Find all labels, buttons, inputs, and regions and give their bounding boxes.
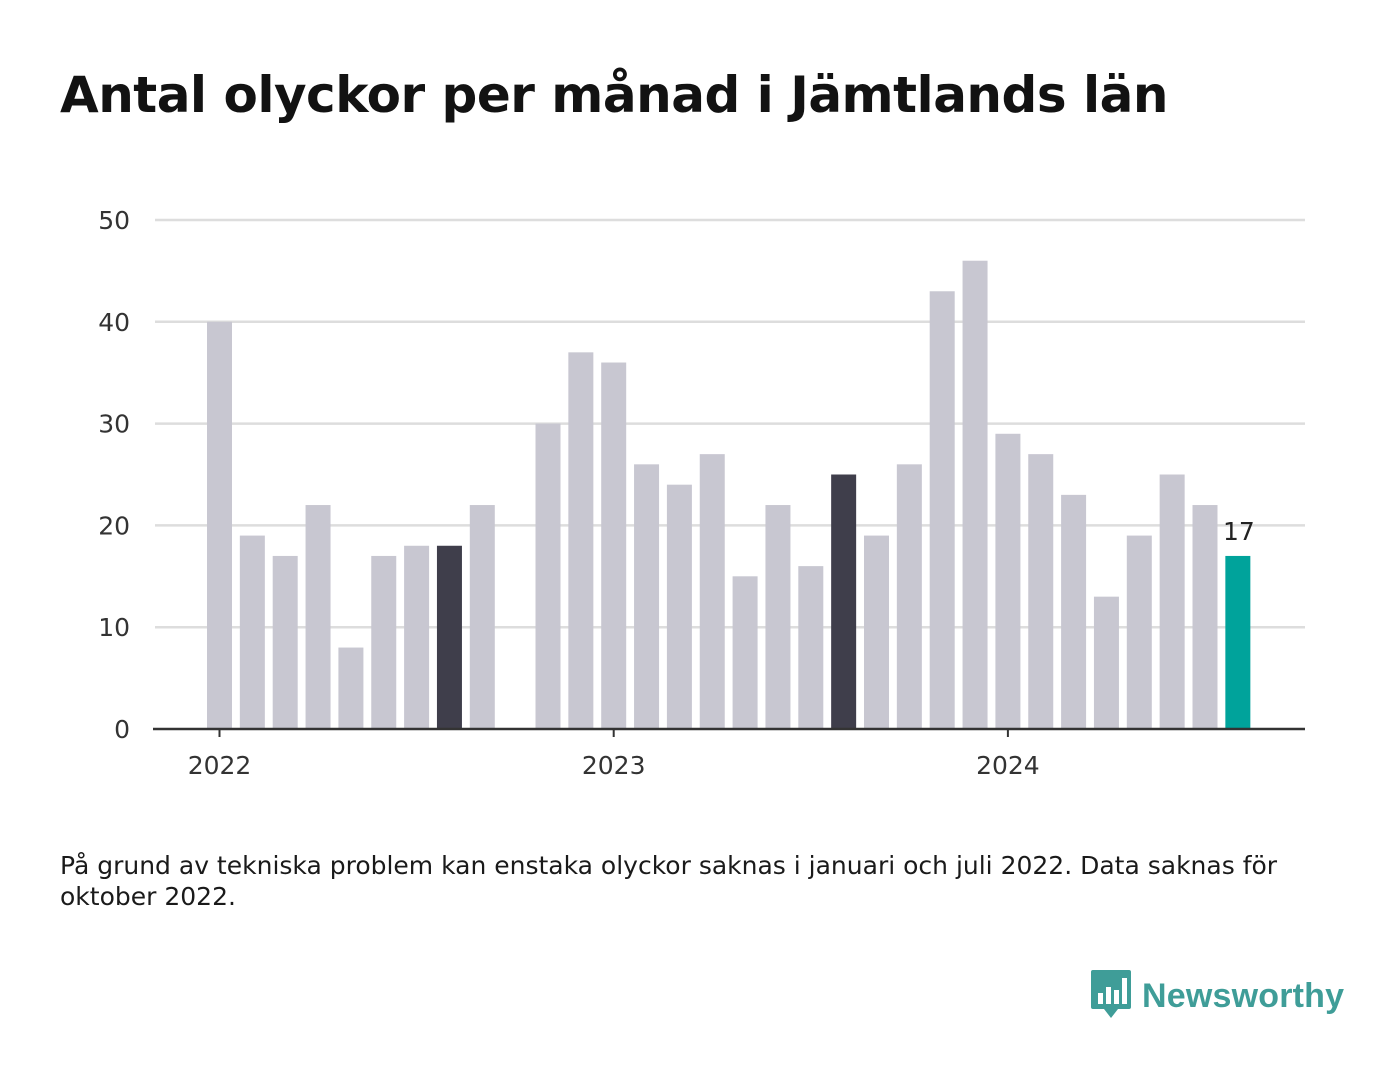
bar-2024-07[interactable] bbox=[1192, 505, 1218, 729]
y-tick-label: 10 bbox=[98, 613, 130, 642]
x-tick-label: 2024 bbox=[976, 751, 1040, 780]
bar-2023-07[interactable] bbox=[798, 566, 824, 729]
bar-2024-03[interactable] bbox=[1061, 494, 1087, 729]
y-tick-label: 30 bbox=[98, 410, 130, 439]
bar-2024-05[interactable] bbox=[1126, 535, 1152, 729]
brand-logo[interactable]: Newsworthy bbox=[1090, 970, 1344, 1022]
bar-2022-07[interactable] bbox=[404, 545, 430, 729]
bar-2023-11[interactable] bbox=[929, 291, 955, 729]
chart-title: Antal olyckor per månad i Jämtlands län bbox=[60, 66, 1168, 124]
bar-2024-04[interactable] bbox=[1093, 596, 1119, 729]
bar-2024-06[interactable] bbox=[1159, 474, 1185, 730]
footnote: På grund av tekniska problem kan enstaka… bbox=[60, 851, 1278, 911]
bar-2022-03[interactable] bbox=[272, 555, 298, 729]
bar-2023-03[interactable] bbox=[666, 484, 692, 729]
bar-2023-01[interactable] bbox=[601, 362, 627, 729]
bar-2022-08[interactable] bbox=[436, 545, 462, 729]
bar-2023-06[interactable] bbox=[765, 505, 791, 729]
brand-name: Newsworthy bbox=[1142, 976, 1345, 1015]
bar-2022-11[interactable] bbox=[535, 423, 561, 729]
bar-chart: 0 10 20 30 40 50 2022 2023 2024 17 bbox=[98, 206, 1305, 780]
bar-2023-04[interactable] bbox=[699, 454, 725, 729]
x-tick-label: 2023 bbox=[582, 751, 646, 780]
y-tick-label: 40 bbox=[98, 308, 130, 337]
bar-2023-09[interactable] bbox=[864, 535, 889, 729]
bar-2024-01[interactable] bbox=[995, 433, 1021, 729]
y-tick-label: 0 bbox=[114, 715, 130, 744]
bar-2022-01[interactable] bbox=[207, 321, 232, 729]
bar-2023-02[interactable] bbox=[634, 464, 660, 729]
bar-2023-08[interactable] bbox=[831, 474, 857, 730]
x-tick-label: 2022 bbox=[188, 751, 252, 780]
y-tick-label: 20 bbox=[98, 511, 130, 540]
bar-2022-04[interactable] bbox=[305, 505, 331, 729]
bar-2024-08[interactable] bbox=[1225, 555, 1251, 729]
labels: 0 10 20 30 40 50 2022 2023 2024 17 bbox=[98, 206, 1255, 780]
bar-2022-12[interactable] bbox=[568, 352, 594, 729]
bar-2022-05[interactable] bbox=[338, 647, 364, 729]
bar-2024-02[interactable] bbox=[1028, 454, 1054, 729]
bar-2022-09[interactable] bbox=[469, 505, 495, 729]
y-tick-label: 50 bbox=[98, 206, 130, 235]
data-label: 17 bbox=[1223, 517, 1255, 546]
bar-2022-02[interactable] bbox=[239, 535, 265, 729]
axes bbox=[153, 727, 1305, 737]
bar-2023-12[interactable] bbox=[962, 260, 988, 729]
bars bbox=[207, 260, 1251, 730]
bar-2022-06[interactable] bbox=[371, 555, 397, 729]
bar-2023-10[interactable] bbox=[896, 464, 922, 729]
bar-2023-05[interactable] bbox=[732, 576, 758, 729]
bar-chart-speech-bubble-icon bbox=[1090, 969, 1132, 1023]
